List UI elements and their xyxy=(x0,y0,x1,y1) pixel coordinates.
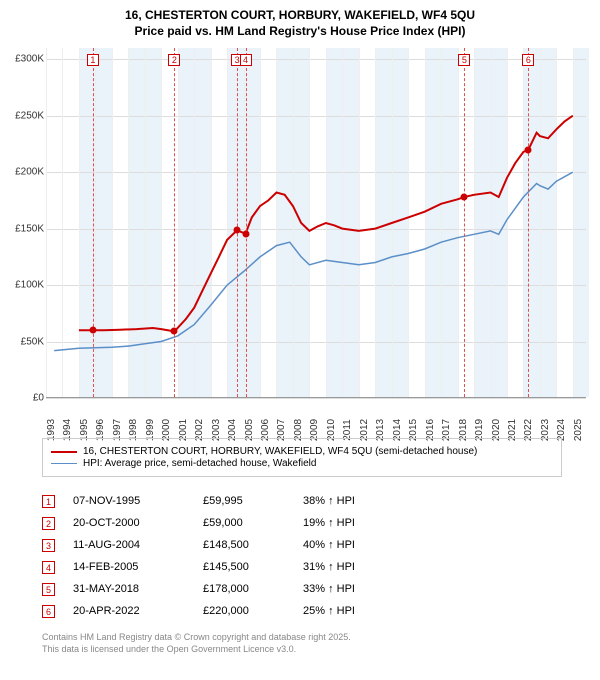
footer-attribution: Contains HM Land Registry data © Crown c… xyxy=(42,632,351,655)
legend: 16, CHESTERTON COURT, HORBURY, WAKEFIELD… xyxy=(42,438,562,477)
transaction-row: 4 14-FEB-2005£145,50031% ↑ HPI xyxy=(42,556,393,578)
transaction-table: 1 07-NOV-1995£59,99538% ↑ HPI 2 20-OCT-2000… xyxy=(42,490,393,622)
transaction-date: 07-NOV-1995 xyxy=(73,495,203,507)
marker-box: 6 xyxy=(522,54,534,66)
transaction-price: £178,000 xyxy=(203,583,303,595)
h-gridline xyxy=(46,398,586,399)
transaction-date: 14-FEB-2005 xyxy=(73,561,203,573)
footer-line-1: Contains HM Land Registry data © Crown c… xyxy=(42,632,351,644)
transaction-row: 2 20-OCT-2000£59,00019% ↑ HPI xyxy=(42,512,393,534)
y-tick-label: £150K xyxy=(15,223,44,234)
legend-swatch xyxy=(51,463,77,464)
transaction-date: 31-MAY-2018 xyxy=(73,583,203,595)
transaction-date: 20-APR-2022 xyxy=(73,605,203,617)
series-price_paid xyxy=(79,116,573,332)
transaction-row: 6 20-APR-2022£220,00025% ↑ HPI xyxy=(42,600,393,622)
y-tick-label: £250K xyxy=(15,110,44,121)
y-tick-label: £300K xyxy=(15,54,44,65)
transaction-price: £59,000 xyxy=(203,517,303,529)
legend-label: 16, CHESTERTON COURT, HORBURY, WAKEFIELD… xyxy=(83,446,477,457)
transaction-date: 20-OCT-2000 xyxy=(73,517,203,529)
footer-line-2: This data is licensed under the Open Gov… xyxy=(42,644,351,656)
transaction-marker-box: 1 xyxy=(42,495,55,508)
transaction-hpi: 38% ↑ HPI xyxy=(303,495,393,507)
transaction-marker-box: 3 xyxy=(42,539,55,552)
y-tick-label: £100K xyxy=(15,280,44,291)
chart-area: £0£50K£100K£150K£200K£250K£300K 123456 1… xyxy=(8,48,592,433)
transaction-marker-box: 5 xyxy=(42,583,55,596)
marker-dashline xyxy=(464,48,465,397)
marker-dashline xyxy=(174,48,175,397)
legend-row: 16, CHESTERTON COURT, HORBURY, WAKEFIELD… xyxy=(51,446,553,457)
transaction-price: £220,000 xyxy=(203,605,303,617)
transaction-row: 1 07-NOV-1995£59,99538% ↑ HPI xyxy=(42,490,393,512)
y-tick-label: £50K xyxy=(21,336,44,347)
series-hpi xyxy=(54,172,573,350)
marker-box: 1 xyxy=(87,54,99,66)
marker-dashline xyxy=(246,48,247,397)
x-tick-label: 2025 xyxy=(573,419,584,441)
transaction-price: £59,995 xyxy=(203,495,303,507)
marker-dot xyxy=(171,328,178,335)
title-line-2: Price paid vs. HM Land Registry's House … xyxy=(0,24,600,40)
marker-dot xyxy=(89,327,96,334)
transaction-date: 11-AUG-2004 xyxy=(73,539,203,551)
legend-label: HPI: Average price, semi-detached house,… xyxy=(83,458,316,469)
marker-box: 2 xyxy=(168,54,180,66)
transaction-price: £145,500 xyxy=(203,561,303,573)
transaction-hpi: 19% ↑ HPI xyxy=(303,517,393,529)
marker-dashline xyxy=(93,48,94,397)
y-tick-label: £200K xyxy=(15,167,44,178)
transaction-hpi: 31% ↑ HPI xyxy=(303,561,393,573)
transaction-row: 5 31-MAY-2018£178,00033% ↑ HPI xyxy=(42,578,393,600)
legend-swatch xyxy=(51,451,77,453)
transaction-marker-box: 2 xyxy=(42,517,55,530)
transaction-row: 3 11-AUG-2004£148,50040% ↑ HPI xyxy=(42,534,393,556)
plot-area: 123456 xyxy=(46,48,586,398)
transaction-price: £148,500 xyxy=(203,539,303,551)
transaction-hpi: 40% ↑ HPI xyxy=(303,539,393,551)
marker-dot xyxy=(242,230,249,237)
legend-row: HPI: Average price, semi-detached house,… xyxy=(51,458,553,469)
marker-box: 4 xyxy=(240,54,252,66)
marker-dot xyxy=(525,146,532,153)
y-axis: £0£50K£100K£150K£200K£250K£300K xyxy=(8,48,46,398)
marker-dot xyxy=(234,227,241,234)
transaction-hpi: 25% ↑ HPI xyxy=(303,605,393,617)
transaction-marker-box: 6 xyxy=(42,605,55,618)
chart-container: 16, CHESTERTON COURT, HORBURY, WAKEFIELD… xyxy=(0,0,600,680)
transaction-hpi: 33% ↑ HPI xyxy=(303,583,393,595)
marker-box: 5 xyxy=(458,54,470,66)
title-line-1: 16, CHESTERTON COURT, HORBURY, WAKEFIELD… xyxy=(0,8,600,24)
marker-dashline xyxy=(237,48,238,397)
x-axis: 1993199419951996199719981999200020012002… xyxy=(46,402,586,442)
marker-dot xyxy=(461,194,468,201)
marker-dashline xyxy=(528,48,529,397)
line-svg xyxy=(46,48,586,398)
chart-title: 16, CHESTERTON COURT, HORBURY, WAKEFIELD… xyxy=(0,0,600,39)
y-tick-label: £0 xyxy=(33,393,44,404)
transaction-marker-box: 4 xyxy=(42,561,55,574)
